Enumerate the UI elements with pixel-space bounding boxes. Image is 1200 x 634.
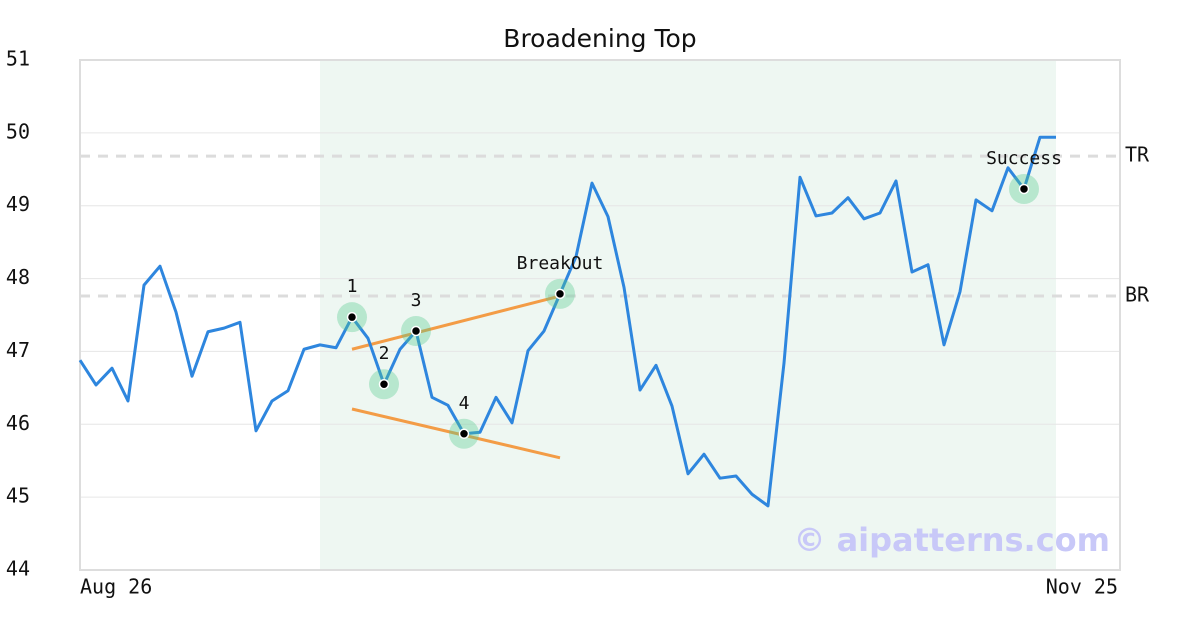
chart-title: Broadening Top bbox=[503, 24, 696, 53]
reference-label: BR bbox=[1125, 283, 1150, 307]
x-tick-label: Nov 25 bbox=[1046, 575, 1118, 599]
marker-point bbox=[346, 311, 358, 323]
y-tick-label: 49 bbox=[6, 192, 30, 216]
marker-label: 2 bbox=[379, 343, 390, 364]
watermark: © aipatterns.com bbox=[793, 521, 1110, 559]
plot-border bbox=[79, 59, 1121, 571]
marker-label: 4 bbox=[459, 393, 470, 414]
marker-label: 1 bbox=[347, 276, 358, 297]
reference-label: TR bbox=[1125, 143, 1150, 167]
trendline bbox=[351, 294, 561, 351]
marker-label: Success bbox=[986, 148, 1062, 169]
trendline bbox=[351, 407, 561, 460]
marker-label: 3 bbox=[411, 290, 422, 311]
y-tick-label: 45 bbox=[6, 484, 30, 508]
marker-point bbox=[1018, 183, 1030, 195]
marker-point bbox=[410, 325, 422, 337]
marker-point bbox=[458, 428, 470, 440]
y-tick-label: 47 bbox=[6, 338, 30, 362]
y-tick-label: 46 bbox=[6, 411, 30, 435]
y-tick-label: 48 bbox=[6, 265, 30, 289]
y-tick-label: 50 bbox=[6, 119, 30, 143]
pattern-region bbox=[320, 60, 1056, 570]
marker-label: BreakOut bbox=[517, 253, 604, 274]
marker-point bbox=[554, 288, 566, 300]
x-tick-label: Aug 26 bbox=[80, 575, 152, 599]
y-tick-label: 51 bbox=[6, 47, 30, 71]
price-line bbox=[78, 135, 1056, 508]
marker-point bbox=[378, 378, 390, 390]
y-tick-label: 44 bbox=[6, 557, 30, 581]
